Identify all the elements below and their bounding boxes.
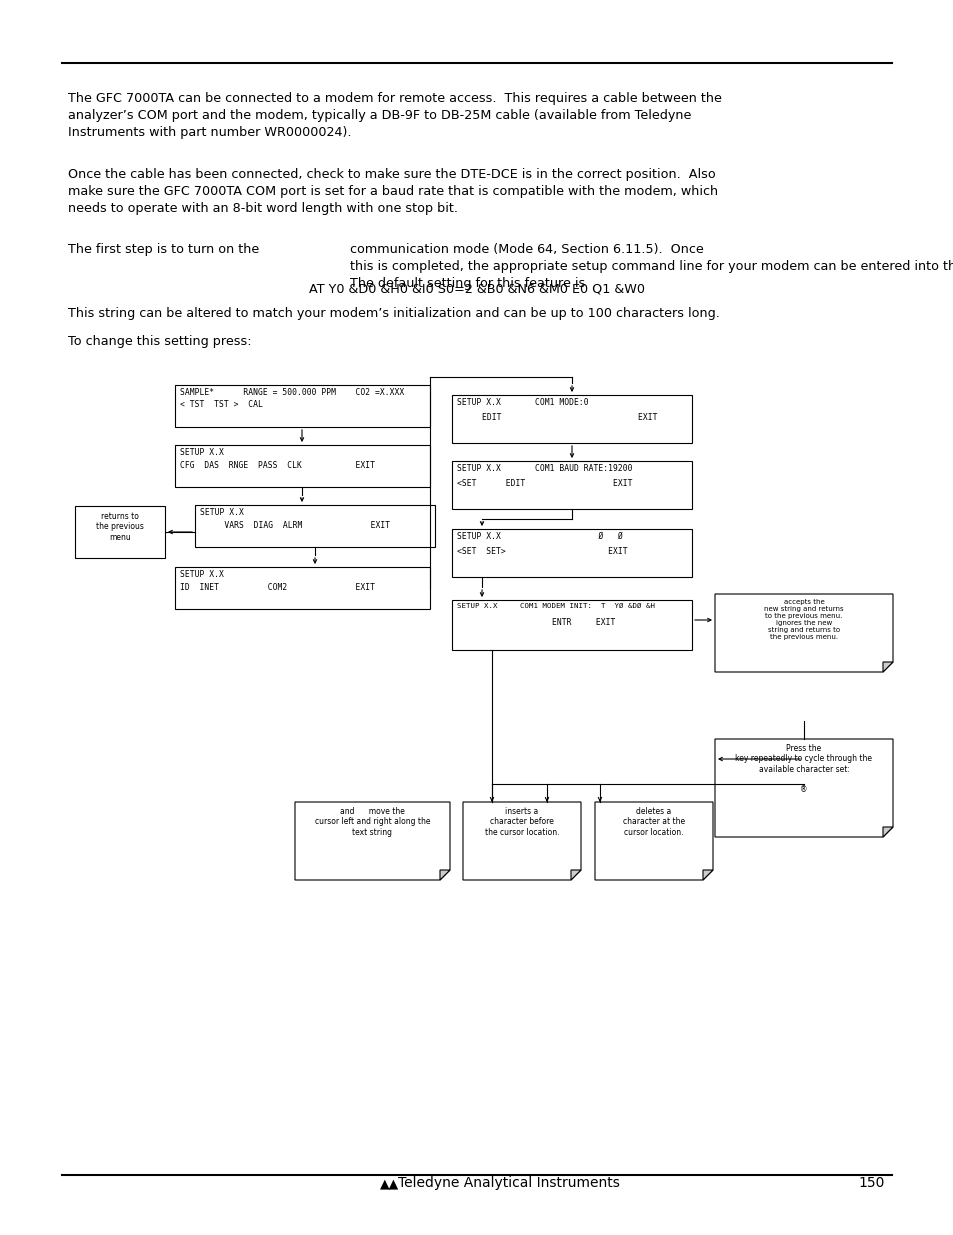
Text: ID  INET          COM2              EXIT: ID INET COM2 EXIT bbox=[180, 583, 375, 592]
Text: SETUP X.X                    Ø   Ø: SETUP X.X Ø Ø bbox=[456, 532, 622, 541]
Bar bbox=[174, 445, 430, 487]
Bar bbox=[174, 385, 430, 427]
Text: Once the cable has been connected, check to make sure the DTE-DCE is in the corr: Once the cable has been connected, check… bbox=[68, 168, 718, 215]
Text: communication mode (Mode 64, Section 6.11.5).  Once
this is completed, the appro: communication mode (Mode 64, Section 6.1… bbox=[350, 243, 953, 290]
Text: SETUP X.X: SETUP X.X bbox=[200, 508, 244, 517]
Text: accepts the
new string and returns
to the previous menu.
ignores the new
string : accepts the new string and returns to th… bbox=[763, 599, 842, 640]
Text: <SET      EDIT                  EXIT: <SET EDIT EXIT bbox=[456, 479, 632, 488]
Text: < TST  TST >  CAL: < TST TST > CAL bbox=[180, 400, 263, 409]
Text: Press the
key repeatedly to cycle through the
available character set:

®: Press the key repeatedly to cycle throug… bbox=[735, 743, 872, 794]
Text: AT Y0 &D0 &H0 &I0 S0=2 &B0 &N6 &M0 E0 Q1 &W0: AT Y0 &D0 &H0 &I0 S0=2 &B0 &N6 &M0 E0 Q1… bbox=[309, 283, 644, 296]
Text: returns to
the previous
menu: returns to the previous menu bbox=[96, 513, 144, 542]
Bar bbox=[452, 461, 691, 509]
Text: <SET  SET>                     EXIT: <SET SET> EXIT bbox=[456, 547, 627, 556]
Text: 150: 150 bbox=[858, 1176, 884, 1191]
Text: ENTR     EXIT: ENTR EXIT bbox=[552, 618, 615, 627]
Polygon shape bbox=[462, 802, 580, 881]
Polygon shape bbox=[439, 869, 450, 881]
Bar bbox=[194, 505, 435, 547]
Text: This string can be altered to match your modem’s initialization and can be up to: This string can be altered to match your… bbox=[68, 308, 720, 320]
Text: The first step is to turn on the: The first step is to turn on the bbox=[68, 243, 259, 256]
Polygon shape bbox=[882, 827, 892, 837]
Text: SETUP X.X       COM1 BAUD RATE:19200: SETUP X.X COM1 BAUD RATE:19200 bbox=[456, 464, 632, 473]
Bar bbox=[452, 395, 691, 443]
Text: Teledyne Analytical Instruments: Teledyne Analytical Instruments bbox=[397, 1176, 619, 1191]
Text: SETUP X.X: SETUP X.X bbox=[180, 448, 224, 457]
Bar bbox=[174, 567, 430, 609]
Text: SETUP X.X       COM1 MODE:0: SETUP X.X COM1 MODE:0 bbox=[456, 398, 588, 408]
Polygon shape bbox=[595, 802, 712, 881]
Text: EDIT                            EXIT: EDIT EXIT bbox=[481, 412, 657, 422]
Text: VARS  DIAG  ALRM              EXIT: VARS DIAG ALRM EXIT bbox=[200, 521, 390, 530]
Polygon shape bbox=[294, 802, 450, 881]
Bar bbox=[452, 529, 691, 577]
Text: CFG  DAS  RNGE  PASS  CLK           EXIT: CFG DAS RNGE PASS CLK EXIT bbox=[180, 461, 375, 471]
Polygon shape bbox=[714, 739, 892, 837]
Text: SETUP X.X: SETUP X.X bbox=[180, 571, 224, 579]
Text: SAMPLE*      RANGE = 500.000 PPM    CO2 =X.XXX: SAMPLE* RANGE = 500.000 PPM CO2 =X.XXX bbox=[180, 388, 404, 396]
Text: and      move the
cursor left and right along the
text string: and move the cursor left and right along… bbox=[314, 806, 430, 837]
Bar bbox=[75, 506, 165, 558]
Polygon shape bbox=[714, 594, 892, 672]
Text: SETUP X.X     COM1 MODEM INIT:  T  YØ &DØ &H: SETUP X.X COM1 MODEM INIT: T YØ &DØ &H bbox=[456, 603, 655, 609]
Text: The GFC 7000TA can be connected to a modem for remote access.  This requires a c: The GFC 7000TA can be connected to a mod… bbox=[68, 91, 721, 140]
Text: deletes a
character at the
cursor location.: deletes a character at the cursor locati… bbox=[622, 806, 684, 837]
Polygon shape bbox=[571, 869, 580, 881]
Text: inserts a
character before
the cursor location.: inserts a character before the cursor lo… bbox=[484, 806, 558, 837]
Text: To change this setting press:: To change this setting press: bbox=[68, 335, 252, 348]
Bar bbox=[452, 600, 691, 650]
Polygon shape bbox=[882, 662, 892, 672]
Polygon shape bbox=[702, 869, 712, 881]
Text: ▲▲: ▲▲ bbox=[379, 1177, 399, 1191]
